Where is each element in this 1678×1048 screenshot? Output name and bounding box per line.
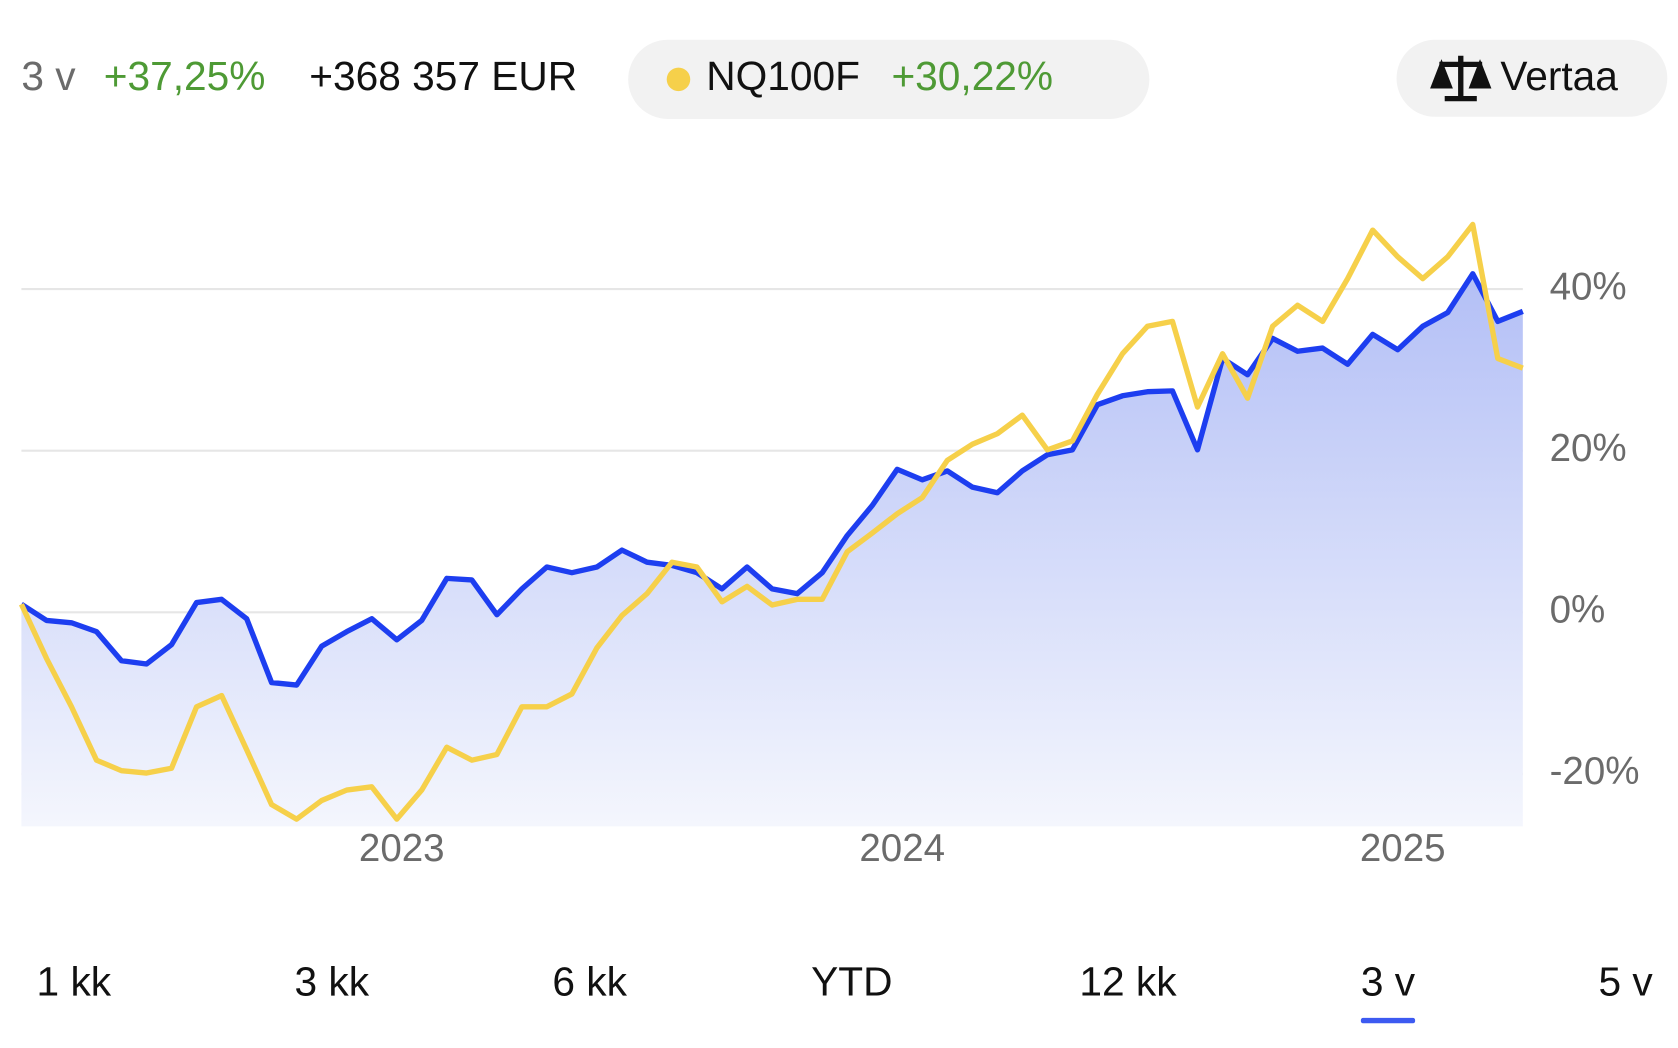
x-tick-label: 2023 xyxy=(359,827,445,870)
y-tick-label: 20% xyxy=(1550,427,1627,470)
line xyxy=(18,221,1524,822)
chip-bg xyxy=(628,39,1150,119)
y-tick-label: -20% xyxy=(1550,750,1640,793)
period-label: 3 v xyxy=(21,53,76,99)
period-tab[interactable]: 12 kk xyxy=(1079,958,1177,1004)
header: 3 v +37,25% +368 357 EUR xyxy=(21,53,577,99)
period-tab[interactable]: 5 v xyxy=(1598,958,1653,1004)
change-pct: +37,25% xyxy=(104,53,266,99)
scale-icon xyxy=(1430,55,1492,102)
x-tick-label: 2024 xyxy=(859,827,945,870)
period-tab[interactable]: 6 kk xyxy=(552,958,627,1004)
selected-underline xyxy=(1360,1017,1416,1024)
period-tab[interactable]: 3 v xyxy=(1361,958,1416,1004)
legend-name: NQ100F xyxy=(706,53,860,99)
compare-change: +30,22% xyxy=(891,53,1053,99)
y-tick-label: 0% xyxy=(1550,588,1606,631)
change-abs: +368 357 EUR xyxy=(309,53,577,99)
plot: -20% 0% 20% 40% 2023 2024 2025 xyxy=(18,221,1640,870)
button-label: Vertaa xyxy=(1500,53,1618,99)
period-tab[interactable]: YTD xyxy=(811,958,892,1004)
x-tick-label: 2025 xyxy=(1360,827,1446,870)
period-tab[interactable]: 3 kk xyxy=(294,958,369,1004)
y-tick-label: 40% xyxy=(1550,265,1627,308)
line xyxy=(19,271,1524,688)
period-tab[interactable]: 1 kk xyxy=(37,958,112,1004)
period-tabs: 1 kk 3 kk 6 kk YTD 12 kk 3 v 5 v xyxy=(37,958,1653,1024)
compare-button[interactable]: Vertaa xyxy=(1396,39,1668,117)
legend-dot xyxy=(666,67,691,92)
area xyxy=(21,273,1523,827)
compare-chip[interactable]: NQ100F +30,22% xyxy=(628,39,1150,119)
